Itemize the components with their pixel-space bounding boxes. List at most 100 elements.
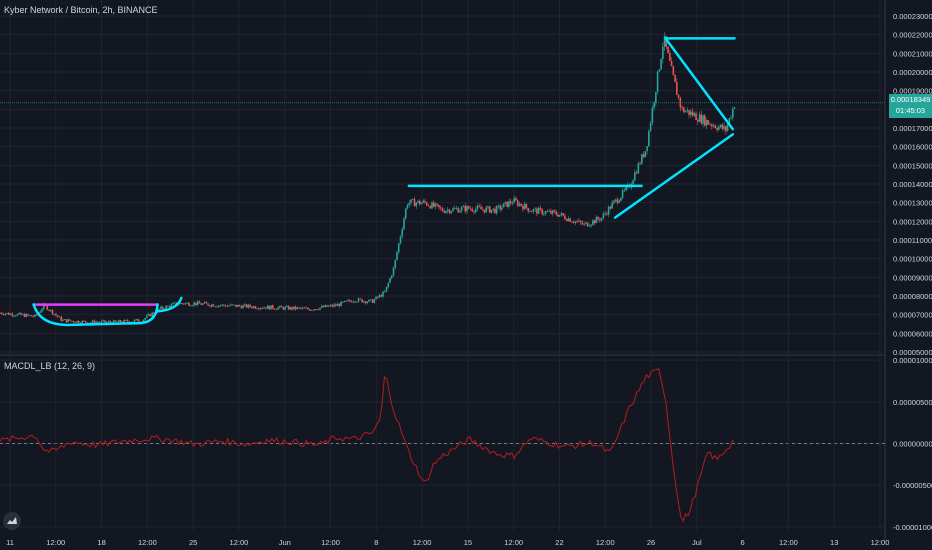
candle-body bbox=[132, 321, 134, 323]
candle-body bbox=[210, 304, 213, 307]
candle-body bbox=[34, 314, 36, 317]
candle-body bbox=[334, 304, 337, 306]
candle-body bbox=[58, 316, 61, 318]
candle-body bbox=[291, 307, 293, 310]
candle-body bbox=[567, 218, 570, 221]
time-tick-label: 26 bbox=[647, 538, 655, 547]
candle-body bbox=[174, 302, 176, 304]
candle-body bbox=[595, 216, 598, 224]
candle-body bbox=[179, 302, 181, 305]
candle-body bbox=[651, 107, 654, 123]
candle-body bbox=[319, 307, 321, 310]
price-axis: 0.00023000 0.00022000 0.00021000 0.00020000… bbox=[893, 12, 932, 357]
candle-body bbox=[490, 209, 493, 213]
candle-body bbox=[91, 320, 94, 323]
candle-body bbox=[219, 305, 222, 307]
trendline-drawings[interactable] bbox=[32, 37, 736, 327]
candle-body bbox=[310, 309, 313, 311]
candle-body bbox=[196, 301, 199, 305]
price-tick-label: 0.00022000 bbox=[893, 31, 932, 40]
candle-body bbox=[655, 92, 657, 103]
candle-body bbox=[326, 305, 328, 307]
candle-body bbox=[42, 304, 45, 310]
candle-body bbox=[711, 124, 713, 127]
candle-body bbox=[350, 301, 353, 303]
time-tick-label: 22 bbox=[555, 538, 563, 547]
candle-body bbox=[625, 186, 627, 191]
candle-body bbox=[105, 321, 108, 323]
candle-body bbox=[109, 321, 111, 323]
candle-body bbox=[690, 111, 692, 115]
candle-body bbox=[474, 208, 477, 213]
candle-body bbox=[27, 314, 29, 316]
candle-body bbox=[592, 220, 594, 225]
time-tick-label: Jun bbox=[279, 538, 291, 547]
candle-body bbox=[639, 163, 641, 165]
tradingview-logo-icon[interactable] bbox=[3, 512, 21, 530]
time-tick-label: 18 bbox=[97, 538, 105, 547]
candle-body bbox=[438, 204, 440, 208]
candle-body bbox=[543, 213, 545, 215]
candle-body bbox=[149, 314, 152, 317]
candle-body bbox=[718, 126, 720, 130]
candle-body bbox=[525, 203, 528, 208]
candle-body bbox=[469, 208, 472, 210]
candle-body bbox=[460, 207, 463, 211]
candle-body bbox=[378, 294, 381, 298]
candle-body bbox=[726, 124, 729, 131]
candle-body bbox=[429, 205, 432, 209]
candle-body bbox=[48, 309, 50, 311]
candle-body bbox=[448, 209, 451, 214]
candle-body bbox=[480, 206, 482, 210]
trendline bbox=[613, 133, 735, 219]
candle-body bbox=[571, 221, 573, 223]
candle-body bbox=[686, 110, 689, 112]
candle-body bbox=[679, 97, 682, 108]
candle-body bbox=[279, 305, 281, 308]
candle-body bbox=[471, 208, 474, 212]
time-tick-label: 8 bbox=[374, 538, 378, 547]
candle-body bbox=[614, 199, 617, 201]
candle-body bbox=[258, 308, 260, 310]
candle-body bbox=[231, 304, 234, 306]
candle-body bbox=[86, 322, 89, 324]
candle-body bbox=[450, 211, 453, 214]
candle-body bbox=[623, 190, 626, 191]
candle-body bbox=[226, 305, 229, 307]
candle-body bbox=[476, 205, 479, 209]
candle-body bbox=[340, 301, 342, 307]
candle-body bbox=[305, 307, 307, 309]
price-tick-label: 0.00010000 bbox=[893, 255, 932, 264]
candle-body bbox=[60, 316, 63, 321]
candle-body bbox=[270, 305, 272, 310]
candle-body bbox=[336, 304, 339, 306]
candle-body bbox=[646, 146, 648, 152]
candle-body bbox=[674, 74, 676, 83]
bar-countdown: 01:45:03 bbox=[895, 106, 926, 115]
candle-body bbox=[181, 302, 183, 304]
candle-body bbox=[207, 303, 209, 306]
candle-body bbox=[153, 312, 155, 314]
candle-body bbox=[133, 319, 136, 322]
candle-body bbox=[399, 236, 402, 244]
candle-body bbox=[347, 300, 349, 301]
candle-body bbox=[4, 313, 7, 315]
candle-body bbox=[261, 308, 264, 309]
candle-body bbox=[217, 305, 220, 307]
candle-body bbox=[511, 203, 514, 204]
candle-body bbox=[483, 209, 486, 213]
candle-body bbox=[593, 220, 596, 224]
candle-body bbox=[6, 312, 8, 314]
candle-body bbox=[431, 202, 433, 209]
candle-body bbox=[532, 209, 535, 212]
candle-body bbox=[422, 200, 425, 203]
candle-body bbox=[529, 211, 531, 213]
candle-body bbox=[116, 321, 118, 323]
candle-body bbox=[55, 313, 57, 316]
candle-body bbox=[266, 305, 269, 309]
time-tick-label: 11 bbox=[6, 538, 14, 547]
candle-body bbox=[642, 154, 645, 157]
time-tick-label: 12:00 bbox=[504, 538, 523, 547]
candle-body bbox=[702, 115, 704, 124]
